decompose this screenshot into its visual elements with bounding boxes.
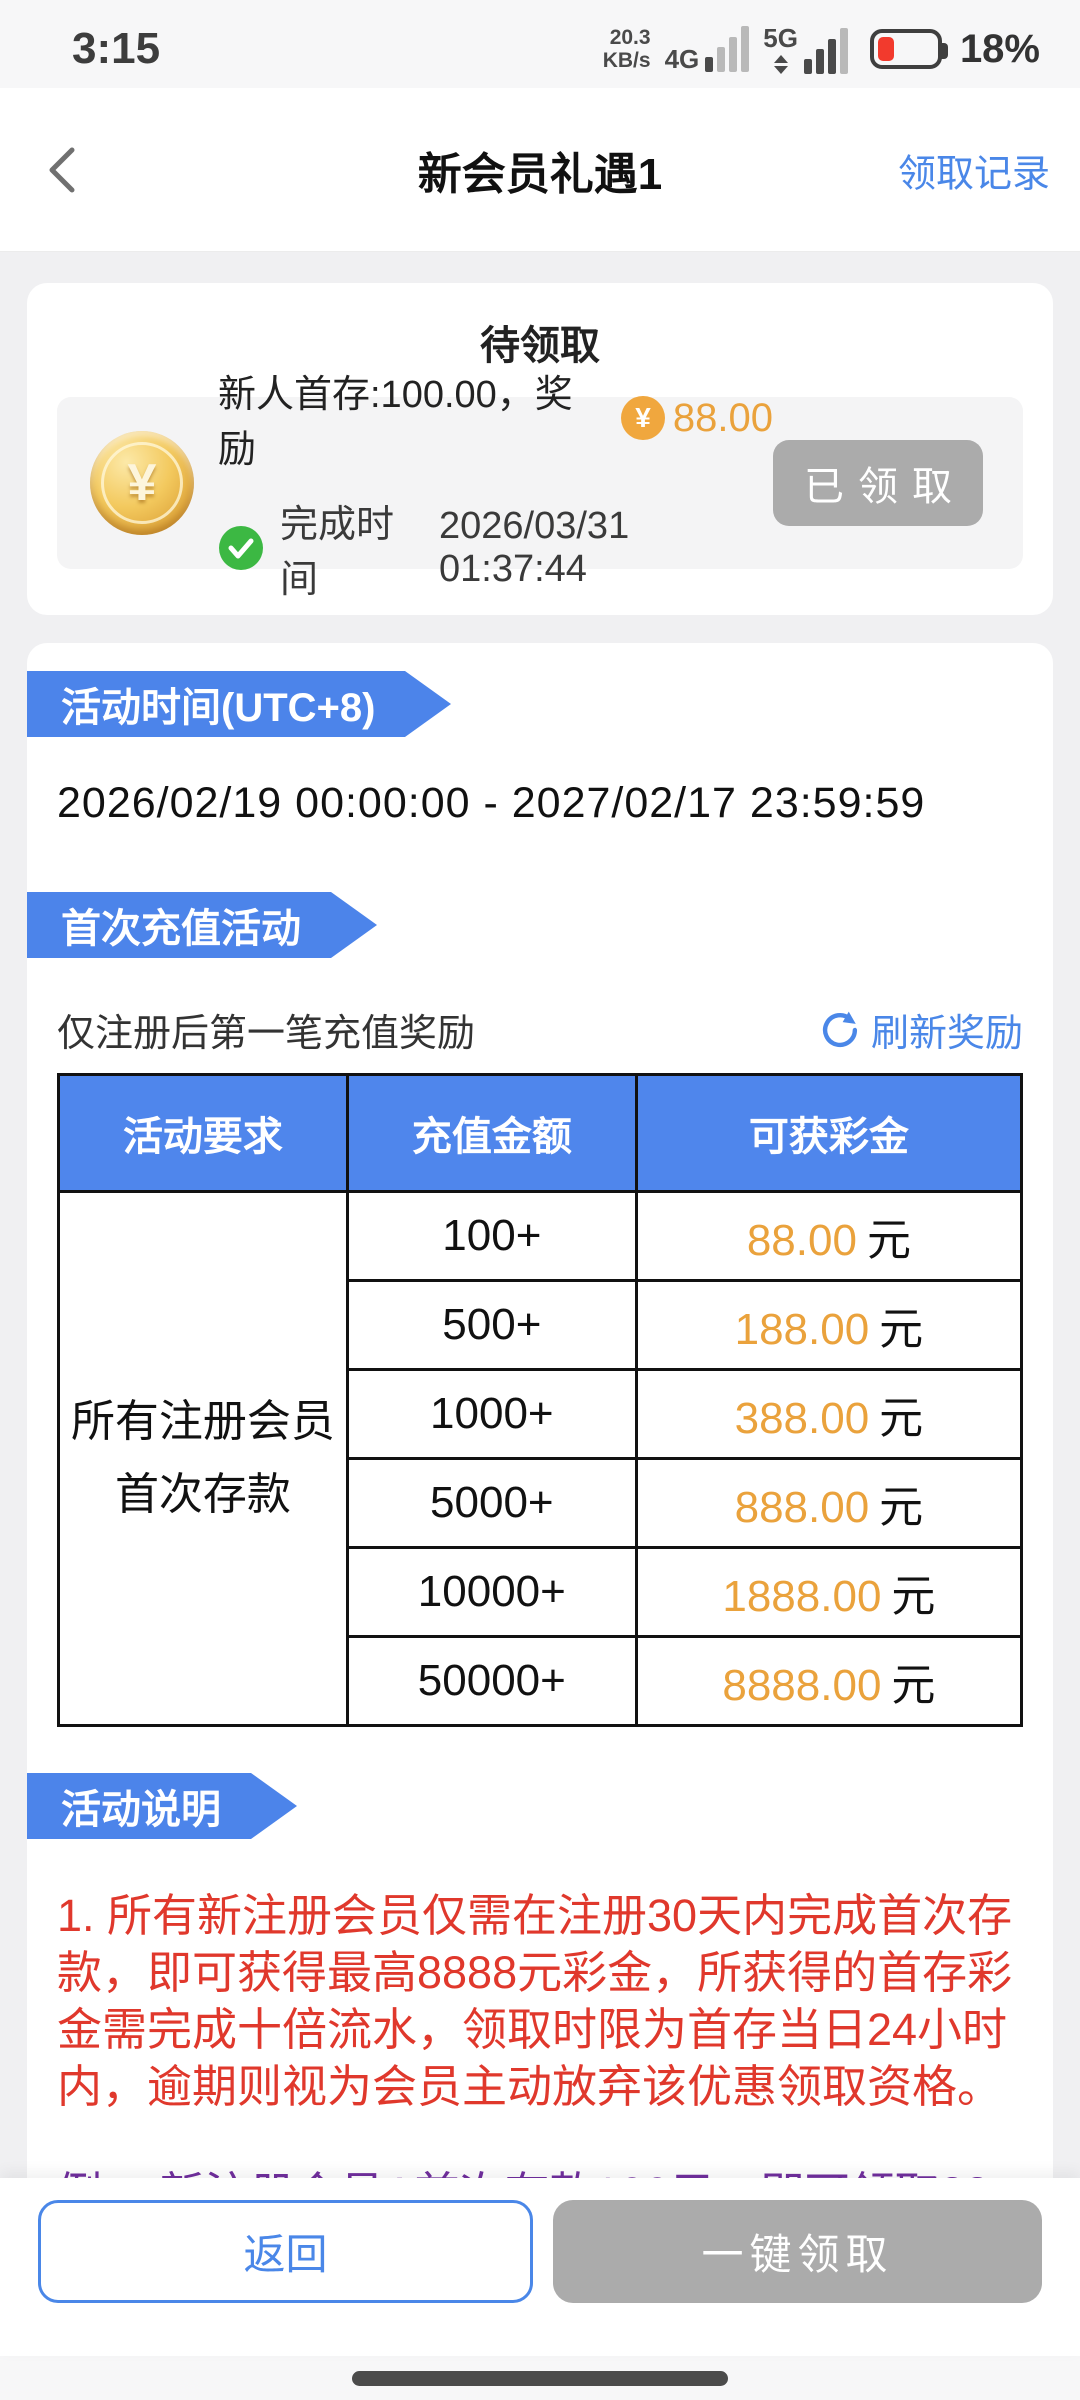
gesture-nav-bar <box>0 2356 1080 2400</box>
bonus-table: 活动要求 充值金额 可获彩金 所有注册会员 首次存款 100+ 88.00 元 5… <box>57 1073 1024 1727</box>
one-click-claim-button[interactable]: 一键领取 <box>553 2200 1042 2303</box>
page-title: 新会员礼遇1 <box>417 149 663 199</box>
bonus-cell: 1888.00 元 <box>634 1546 1024 1638</box>
amount-cell: 5000+ <box>345 1457 638 1549</box>
status-icons: 20.3 KB/s 4G 5G 18% <box>603 25 1040 74</box>
reward-amount: 88.00 <box>672 395 773 440</box>
activity-card: 活动时间(UTC+8) 2026/02/19 00:00:00 - 2027/0… <box>27 643 1053 2178</box>
bonus-cell: 188.00 元 <box>634 1279 1024 1371</box>
back-button[interactable] <box>34 142 90 198</box>
rule-paragraph: 1. 所有新注册会员仅需在注册30天内完成首次存款，即可获得最高8888元彩金，… <box>57 1890 1013 2112</box>
claimed-button[interactable]: 已领取 <box>773 440 983 526</box>
col-header-bonus: 可获彩金 <box>634 1073 1024 1193</box>
table-row: 所有注册会员 首次存款 100+ 88.00 元 <box>57 1190 1024 1727</box>
activity-time-ribbon: 活动时间(UTC+8) <box>27 671 452 737</box>
claim-card: 待领取 ¥ 新人首存:100.00，奖励 ¥ 88.00 <box>27 283 1053 615</box>
signal-5g-icon: 5G <box>763 25 848 74</box>
amount-cell: 10000+ <box>345 1546 638 1638</box>
amount-cell: 1000+ <box>345 1368 638 1460</box>
network-speed-unit: KB/s <box>602 49 651 72</box>
battery-icon <box>869 29 948 69</box>
status-bar: 3:15 20.3 KB/s 4G 5G <box>0 0 1080 88</box>
signal-4g-icon: 4G <box>665 26 750 72</box>
reward-summary: 新人首存:100.00，奖励 ¥ 88.00 <box>218 363 773 473</box>
clock: 3:15 <box>72 24 161 73</box>
first-deposit-note: 仅注册后第一笔充值奖励 <box>57 1013 476 1055</box>
updown-arrows-icon <box>773 54 788 74</box>
claim-history-link[interactable]: 领取记录 <box>897 153 1050 195</box>
sim1-label: 4G <box>664 44 700 74</box>
bonus-cell: 388.00 元 <box>634 1368 1024 1460</box>
requirement-cell: 所有注册会员 首次存款 <box>57 1190 349 1727</box>
first-deposit-ribbon: 首次充值活动 <box>27 892 377 958</box>
table-row: 500+ 188.00 元 <box>59 1279 1024 1371</box>
network-speed: 20.3 KB/s <box>603 26 651 72</box>
check-circle-icon <box>219 526 263 570</box>
claim-card-title: 待领取 <box>480 324 600 368</box>
bottom-action-bar: 返回 一键领取 <box>0 2178 1080 2356</box>
table-row: 50000+ 8888.00 元 <box>59 1635 1024 1727</box>
scroll-content[interactable]: 待领取 ¥ 新人首存:100.00，奖励 ¥ 88.00 <box>0 252 1080 2178</box>
refresh-icon <box>822 1011 858 1047</box>
refresh-rewards-link[interactable]: 刷新奖励 <box>819 1002 1023 1057</box>
bonus-cell: 8888.00 元 <box>634 1635 1024 1727</box>
activity-date-range: 2026/02/19 00:00:00 - 2027/02/17 23:59:5… <box>57 779 926 827</box>
complete-time-value: 2026/03/31 01:37:44 <box>439 505 630 590</box>
chevron-left-icon <box>49 147 75 192</box>
amount-cell: 500+ <box>345 1279 638 1371</box>
table-row: 10000+ 1888.00 元 <box>59 1546 1024 1638</box>
yuan-badge-icon: ¥ <box>621 396 665 440</box>
home-indicator[interactable] <box>352 2370 728 2386</box>
table-row: 5000+ 888.00 元 <box>59 1457 1024 1549</box>
return-button[interactable]: 返回 <box>38 2200 533 2303</box>
bonus-cell: 88.00 元 <box>634 1190 1024 1282</box>
complete-time-row: 完成时间 2026/03/31 01:37:44 <box>218 493 773 603</box>
col-header-amount: 充值金额 <box>345 1073 638 1193</box>
table-row: 1000+ 388.00 元 <box>59 1368 1024 1460</box>
gold-coin-icon: ¥ <box>90 431 194 535</box>
table-header-row: 活动要求 充值金额 可获彩金 <box>57 1073 1024 1193</box>
col-header-requirement: 活动要求 <box>57 1073 349 1193</box>
activity-rules-ribbon: 活动说明 <box>27 1773 297 1839</box>
complete-time-label: 完成时间 <box>280 504 395 601</box>
amount-cell: 50000+ <box>345 1635 638 1727</box>
reward-text: 新人首存:100.00，奖励 <box>218 374 573 471</box>
example-paragraph: 例： 新注册会员A首次存款100元，即可领取88元首 <box>57 2165 1023 2178</box>
amount-cell: 100+ <box>345 1190 638 1282</box>
battery-percent: 18% <box>959 26 1040 71</box>
bonus-cell: 888.00 元 <box>634 1457 1024 1549</box>
app-bar: 新会员礼遇1 领取记录 <box>0 88 1080 252</box>
reward-item: ¥ 新人首存:100.00，奖励 ¥ 88.00 完成时间 <box>57 374 1023 601</box>
sim2-label: 5G <box>763 22 798 53</box>
network-speed-value: 20.3 <box>609 26 651 49</box>
